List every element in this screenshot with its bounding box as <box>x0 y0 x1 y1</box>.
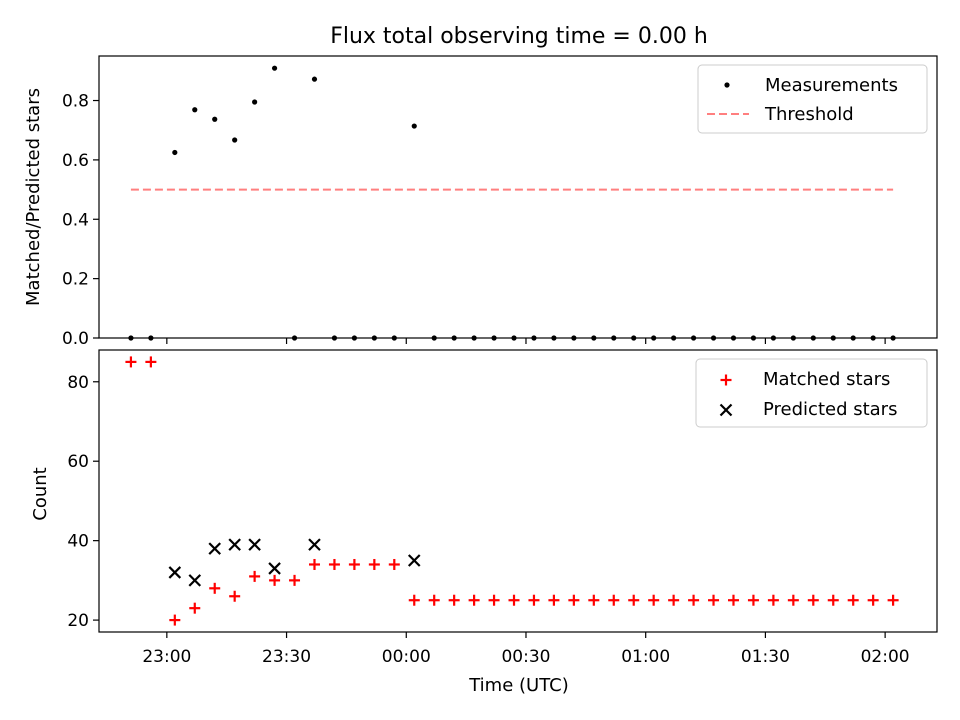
matched-star-point <box>408 594 420 606</box>
matched-star-point <box>827 594 839 606</box>
legend-threshold-label: Threshold <box>764 104 854 125</box>
matched-star-point <box>708 594 720 606</box>
matched-star-point <box>328 558 340 570</box>
measurement-point <box>271 65 278 71</box>
predicted-star-point <box>248 538 261 551</box>
bottom-y-ticks: 20 40 60 80 <box>67 373 99 631</box>
predicted-star-point <box>407 554 421 567</box>
y-tick-label: 40 <box>67 532 89 552</box>
matched-star-point <box>628 594 640 606</box>
predicted-star-point <box>308 538 321 551</box>
matched-star-point <box>588 594 600 606</box>
matched-star-point <box>688 594 700 606</box>
x-tick-label: 01:30 <box>741 647 790 667</box>
matched-star-point <box>229 590 241 602</box>
bottom-panel: 20 40 60 80 23:00 23:30 00:00 00:30 01:00 01:30 0… <box>30 349 938 696</box>
matched-star-point <box>488 594 500 606</box>
matched-star-point <box>747 594 759 606</box>
x-tick-label: 23:30 <box>262 647 311 667</box>
bottom-legend: Matched stars Predicted stars <box>695 358 928 428</box>
y-tick-label: 0.6 <box>62 151 89 171</box>
top-y-ticks: 0.0 0.2 0.4 0.6 0.8 <box>62 92 99 349</box>
x-tick-label: 00:00 <box>382 647 431 667</box>
matched-star-point <box>468 594 480 606</box>
y-tick-label: 60 <box>67 452 89 472</box>
matched-star-point <box>847 594 859 606</box>
matched-star-point <box>668 594 680 606</box>
y-tick-label: 20 <box>67 611 89 631</box>
top-legend: Measurements Threshold <box>697 64 928 134</box>
matched-star-point <box>568 594 580 606</box>
bottom-y-axis-label: Count <box>30 467 51 520</box>
x-axis-label: Time (UTC) <box>468 675 569 696</box>
matched-star-point <box>887 594 899 606</box>
matched-star-point <box>867 594 879 606</box>
matched-star-point <box>289 574 301 586</box>
legend-measurements-marker <box>724 82 730 88</box>
matched-star-point <box>528 594 540 606</box>
predicted-star-point <box>228 538 241 551</box>
measurement-point <box>212 116 218 122</box>
matched-star-point <box>787 594 799 606</box>
matched-star-point <box>269 574 281 586</box>
bottom-legend-box <box>695 358 928 428</box>
x-tick-label: 01:00 <box>621 647 670 667</box>
legend-predicted-marker <box>719 403 733 417</box>
legend-matched-marker <box>720 374 732 386</box>
y-tick-label: 0.2 <box>62 270 89 290</box>
measurement-point <box>252 99 258 105</box>
matched-star-point <box>807 594 819 606</box>
measurement-point <box>311 76 318 82</box>
bottom-axes-frame <box>98 349 938 633</box>
matched-star-point <box>548 594 560 606</box>
predicted-star-point <box>168 566 182 579</box>
chart-title: Flux total observing time = 0.00 h <box>330 24 708 49</box>
matched-star-point <box>448 594 460 606</box>
x-tick-label: 00:30 <box>501 647 550 667</box>
matched-star-point <box>189 602 201 614</box>
y-tick-label: 0.0 <box>62 329 89 349</box>
matched-star-point <box>125 356 137 368</box>
top-x-ticks <box>166 338 886 344</box>
x-tick-label: 02:00 <box>861 647 910 667</box>
matched-star-point <box>508 594 520 606</box>
predicted-star-point <box>188 574 202 587</box>
y-tick-label: 80 <box>67 373 89 393</box>
matched-star-point <box>727 594 739 606</box>
matched-star-point <box>169 614 181 626</box>
y-tick-label: 0.8 <box>62 92 89 112</box>
matched-star-point <box>608 594 620 606</box>
legend-measurements-label: Measurements <box>765 75 898 96</box>
measurement-point <box>411 123 417 129</box>
matched-star-point <box>308 558 320 570</box>
measurement-point <box>192 107 198 113</box>
matched-star-point <box>209 582 221 594</box>
bottom-x-ticks: 23:00 23:30 00:00 00:30 01:00 01:30 02:00 <box>142 632 910 667</box>
matched-star-point <box>648 594 660 606</box>
matched-star-point <box>368 558 380 570</box>
bottom-data-marks <box>125 356 899 626</box>
matched-star-point <box>388 558 400 570</box>
top-panel: 0.00.20.40.60.8 Matched/Predicted stars … <box>23 55 938 349</box>
measurement-point <box>172 149 178 156</box>
predicted-star-point <box>268 562 281 575</box>
x-tick-label: 23:00 <box>142 647 191 667</box>
matched-star-point <box>348 558 360 570</box>
matched-star-point <box>428 594 440 606</box>
top-legend-box <box>697 64 928 134</box>
top-y-axis-label: Matched/Predicted stars <box>23 88 44 306</box>
top-axes-frame <box>98 55 938 339</box>
predicted-star-point <box>208 542 222 555</box>
matched-star-point <box>249 570 261 582</box>
y-tick-label: 0.4 <box>62 210 89 230</box>
matched-star-point <box>145 356 157 368</box>
legend-matched-label: Matched stars <box>763 369 890 390</box>
matched-star-point <box>767 594 779 606</box>
measurement-point <box>232 137 238 143</box>
legend-predicted-label: Predicted stars <box>763 399 897 420</box>
